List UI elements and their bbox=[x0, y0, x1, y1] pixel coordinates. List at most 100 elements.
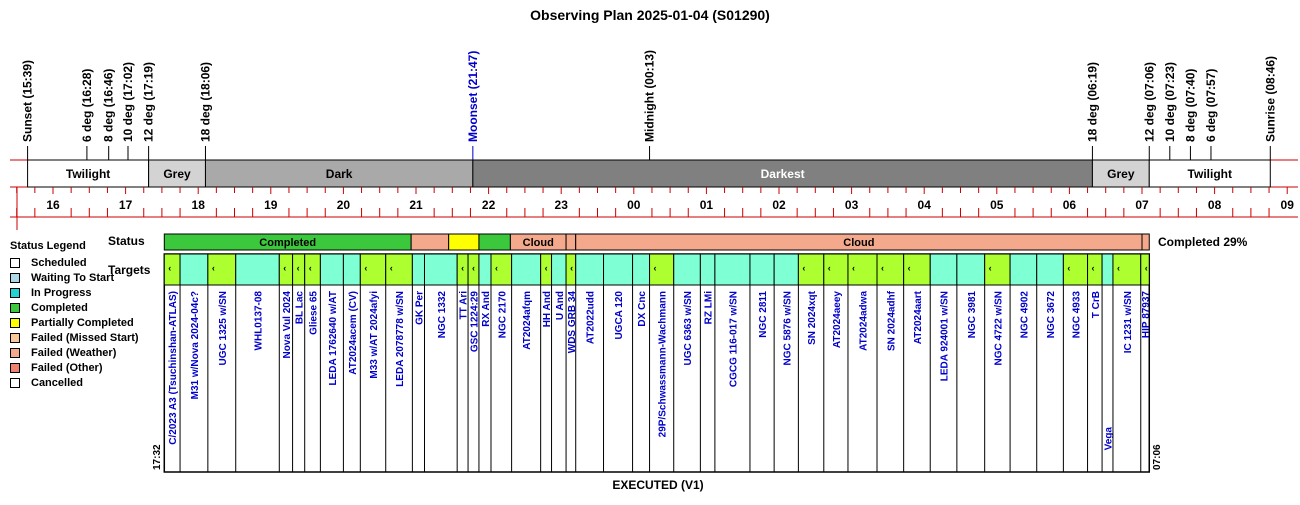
legend-item: Completed bbox=[10, 300, 139, 315]
event-label: Sunrise (08:46) bbox=[1263, 56, 1277, 142]
legend-swatch bbox=[10, 317, 20, 328]
event-label: Sunset (15:39) bbox=[21, 60, 35, 142]
event-label: 10 deg (17:02) bbox=[121, 62, 135, 142]
hour-tick-label: 07 bbox=[1135, 198, 1149, 212]
legend-swatch bbox=[10, 257, 20, 268]
status-block bbox=[1141, 233, 1150, 251]
hour-tick-label: 00 bbox=[627, 198, 641, 212]
legend-label: Failed (Weather) bbox=[31, 346, 117, 359]
status-block-label: Completed bbox=[259, 237, 316, 249]
target-name: T CrB bbox=[1091, 291, 1102, 318]
target-marker: ‹ bbox=[570, 263, 573, 273]
hour-tick-label: 16 bbox=[46, 198, 60, 212]
legend-label: Partially Completed bbox=[31, 316, 134, 329]
events-layer: Sunset (15:39) 6 deg (16:28) 8 deg (16:46)… bbox=[21, 50, 1277, 160]
target-cell bbox=[1087, 253, 1103, 286]
status-block bbox=[448, 233, 480, 251]
target-cell bbox=[179, 253, 209, 286]
target-cell bbox=[359, 253, 387, 286]
band-grey bbox=[1091, 159, 1150, 188]
hour-tick-label: 08 bbox=[1208, 198, 1222, 212]
target-name: LEDA 2078778 w/SN bbox=[395, 291, 406, 387]
target-cell bbox=[929, 253, 958, 286]
target-name: NGC 3672 bbox=[1046, 291, 1057, 339]
target-name: WDS GRB 34 bbox=[567, 291, 578, 354]
completion-label: Completed 29% bbox=[1158, 235, 1248, 249]
target-name: NGC 3981 bbox=[967, 291, 978, 339]
target-name: HH And bbox=[542, 291, 553, 327]
target-cell bbox=[1062, 253, 1089, 286]
hour-tick-label: 02 bbox=[772, 198, 786, 212]
legend-item: In Progress bbox=[10, 285, 139, 300]
band-label: Twilight bbox=[66, 167, 110, 181]
target-cell bbox=[385, 253, 413, 286]
target-name: NGC 5876 w/SN bbox=[782, 291, 793, 365]
event-label: 18 deg (18:06) bbox=[198, 62, 212, 142]
target-name: AT2024aart bbox=[913, 290, 924, 344]
target-name: C/2023 A3 (Tsuchinshan-ATLAS) bbox=[168, 291, 179, 445]
legend-item: Failed (Weather) bbox=[10, 345, 139, 360]
target-name: M31 w/Nova 2024-04c? bbox=[190, 291, 201, 399]
target-cell bbox=[511, 253, 542, 286]
target-cell bbox=[984, 253, 1011, 286]
legend-label: Waiting To Start bbox=[31, 271, 115, 284]
chart-title: Observing Plan 2025-01-04 (S01290) bbox=[530, 7, 770, 23]
target-name: SN 2024adhf bbox=[886, 290, 897, 351]
status-block bbox=[410, 233, 450, 251]
event-label: 18 deg (06:19) bbox=[1085, 62, 1099, 142]
target-cell bbox=[603, 253, 634, 286]
legend-item: Waiting To Start bbox=[10, 270, 139, 285]
target-marker: ‹ bbox=[1117, 263, 1120, 273]
target-name: 29P/Schwassmann-Wachmann bbox=[658, 291, 669, 437]
band-twilight bbox=[27, 159, 150, 188]
target-name: SN 2024xqt bbox=[807, 290, 818, 345]
target-cell bbox=[1101, 253, 1114, 286]
hour-tick-label: 22 bbox=[482, 198, 496, 212]
status-row-label: Status bbox=[108, 234, 145, 248]
targets-row-label: Targets bbox=[108, 263, 151, 277]
target-name: NGC 4722 w/SN bbox=[993, 291, 1004, 365]
target-name: CGCG 116-017 w/SN bbox=[728, 291, 739, 387]
status-legend: Status Legend Scheduled Waiting To Start I… bbox=[10, 240, 139, 390]
target-cell bbox=[411, 253, 425, 286]
legend-swatch bbox=[10, 287, 20, 298]
legend-label: In Progress bbox=[31, 286, 92, 299]
target-cell bbox=[673, 253, 701, 286]
target-marker: ‹ bbox=[828, 263, 831, 273]
event-label: 10 deg (07:23) bbox=[1163, 62, 1177, 142]
target-marker: ‹ bbox=[168, 263, 171, 273]
event-label: 8 deg (07:40) bbox=[1183, 69, 1197, 142]
target-name: RX And bbox=[481, 291, 492, 327]
band-label: Grey bbox=[1107, 167, 1135, 181]
legend-item: Cancelled bbox=[10, 375, 139, 390]
band-label: Twilight bbox=[1188, 167, 1232, 181]
legend-swatch bbox=[10, 332, 20, 343]
status-block-label: Cloud bbox=[843, 237, 874, 249]
target-marker: ‹ bbox=[1092, 263, 1095, 273]
legend-swatch bbox=[10, 347, 20, 358]
target-cell bbox=[304, 253, 321, 286]
legend-swatch bbox=[10, 362, 20, 373]
target-name: AT2022udd bbox=[586, 291, 597, 344]
hour-tick-label: 18 bbox=[192, 198, 206, 212]
band-grey bbox=[148, 159, 206, 188]
target-marker: ‹ bbox=[495, 263, 498, 273]
legend-items: Scheduled Waiting To Start In Progress Comp… bbox=[10, 255, 139, 390]
hour-tick-label: 09 bbox=[1281, 198, 1295, 212]
target-marker: ‹ bbox=[545, 263, 548, 273]
target-cell bbox=[632, 253, 651, 286]
target-marker: ‹ bbox=[654, 263, 657, 273]
target-name: Gliese 65 bbox=[309, 291, 320, 335]
target-marker: ‹ bbox=[908, 263, 911, 273]
target-name: UGCA 120 bbox=[614, 291, 625, 340]
target-marker: ‹ bbox=[364, 263, 367, 273]
band-label: Darkest bbox=[761, 167, 805, 181]
legend-label: Scheduled bbox=[31, 256, 87, 269]
event-label: 6 deg (16:28) bbox=[80, 69, 94, 142]
target-cell bbox=[1009, 253, 1038, 286]
end-time-label: 07:06 bbox=[1152, 444, 1163, 470]
event-label: 12 deg (07:06) bbox=[1142, 62, 1156, 142]
twilight-bands: Twilight Grey Dark Darkest Grey Twilight bbox=[10, 159, 1298, 188]
target-marker: ‹ bbox=[390, 263, 393, 273]
target-name: LEDA 924001 w/SN bbox=[940, 291, 951, 381]
